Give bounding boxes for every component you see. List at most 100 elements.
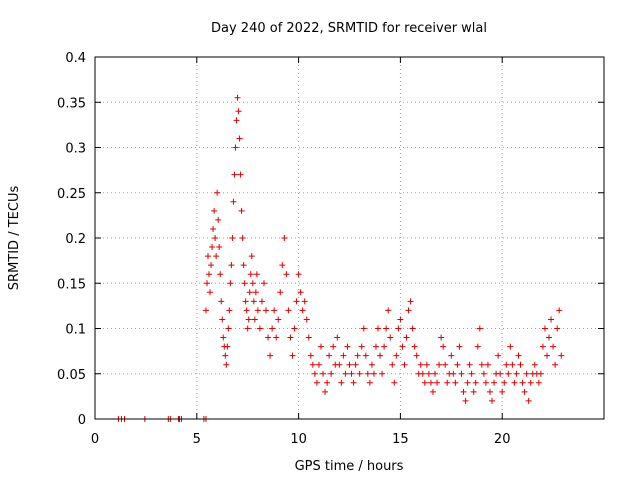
data-point <box>220 334 227 341</box>
data-point <box>247 271 254 278</box>
data-point <box>208 262 215 269</box>
x-tick-label: 5 <box>193 432 201 447</box>
data-point <box>556 307 563 314</box>
data-point <box>214 189 221 196</box>
x-tick-label: 0 <box>91 432 99 447</box>
data-point <box>370 370 377 377</box>
data-point <box>407 298 414 305</box>
data-point <box>523 370 530 377</box>
data-point <box>287 334 294 341</box>
data-point <box>379 370 386 377</box>
data-point <box>391 379 398 386</box>
data-point <box>206 271 213 278</box>
y-tick-label: 0.4 <box>65 51 86 66</box>
data-point <box>499 388 506 395</box>
y-tick-label: 0.05 <box>57 368 86 383</box>
data-point <box>289 352 296 359</box>
data-point <box>411 343 418 350</box>
data-point <box>311 370 318 377</box>
data-point <box>309 361 316 368</box>
data-point <box>482 379 489 386</box>
data-point <box>233 117 240 124</box>
data-point <box>236 135 243 142</box>
data-point <box>215 216 222 223</box>
data-point <box>444 379 451 386</box>
data-point <box>460 388 467 395</box>
data-point <box>442 361 449 368</box>
data-point <box>279 262 286 269</box>
data-point <box>377 352 384 359</box>
data-point <box>491 379 498 386</box>
data-point <box>204 253 211 260</box>
data-point <box>322 388 329 395</box>
data-point <box>203 280 210 287</box>
data-point <box>228 262 235 269</box>
data-point <box>242 298 249 305</box>
data-point <box>207 289 214 296</box>
data-point <box>550 343 557 350</box>
data-point <box>464 379 471 386</box>
data-point <box>275 316 282 323</box>
data-point <box>440 343 447 350</box>
data-point <box>225 325 232 332</box>
data-point <box>541 325 548 332</box>
data-point <box>501 379 508 386</box>
data-point <box>326 352 333 359</box>
data-point <box>393 352 400 359</box>
data-point <box>486 388 493 395</box>
data-point <box>397 316 404 323</box>
data-point <box>342 370 349 377</box>
data-point <box>210 225 217 232</box>
data-point <box>252 289 259 296</box>
data-point <box>224 343 231 350</box>
data-point <box>489 397 496 404</box>
data-point <box>476 325 483 332</box>
data-point <box>539 343 546 350</box>
data-point <box>419 370 426 377</box>
data-point <box>531 361 538 368</box>
data-point <box>218 298 225 305</box>
data-point <box>243 307 250 314</box>
data-point <box>375 325 382 332</box>
data-point <box>320 370 327 377</box>
data-point <box>248 253 255 260</box>
data-point <box>527 379 534 386</box>
data-point <box>381 343 388 350</box>
data-point <box>366 379 373 386</box>
data-point <box>232 144 239 151</box>
data-point <box>223 361 230 368</box>
data-point <box>340 352 347 359</box>
data-point <box>474 343 481 350</box>
y-axis-tick-labels: 0 0.05 0.1 0.15 0.2 0.25 0.3 0.35 0.4 <box>57 51 86 428</box>
data-point <box>548 316 555 323</box>
data-point <box>256 325 263 332</box>
data-point <box>213 253 220 260</box>
y-tick-label: 0 <box>78 413 86 428</box>
data-point <box>497 370 504 377</box>
data-point <box>273 334 280 341</box>
data-point <box>513 370 520 377</box>
data-point <box>305 334 312 341</box>
data-point <box>450 370 457 377</box>
data-point <box>525 397 532 404</box>
data-point <box>251 316 258 323</box>
data-point <box>409 325 416 332</box>
data-point <box>350 379 357 386</box>
data-point <box>543 352 550 359</box>
data-point <box>385 307 392 314</box>
data-point <box>258 298 265 305</box>
data-point <box>432 370 439 377</box>
data-point <box>466 361 473 368</box>
data-point <box>362 352 369 359</box>
data-point <box>462 397 469 404</box>
data-point <box>249 280 256 287</box>
data-point <box>519 379 526 386</box>
data-point <box>212 235 219 241</box>
data-point <box>495 352 502 359</box>
data-point <box>226 307 233 314</box>
data-point <box>478 361 485 368</box>
data-point <box>352 361 359 368</box>
data-point <box>399 343 406 350</box>
data-point <box>285 307 292 314</box>
